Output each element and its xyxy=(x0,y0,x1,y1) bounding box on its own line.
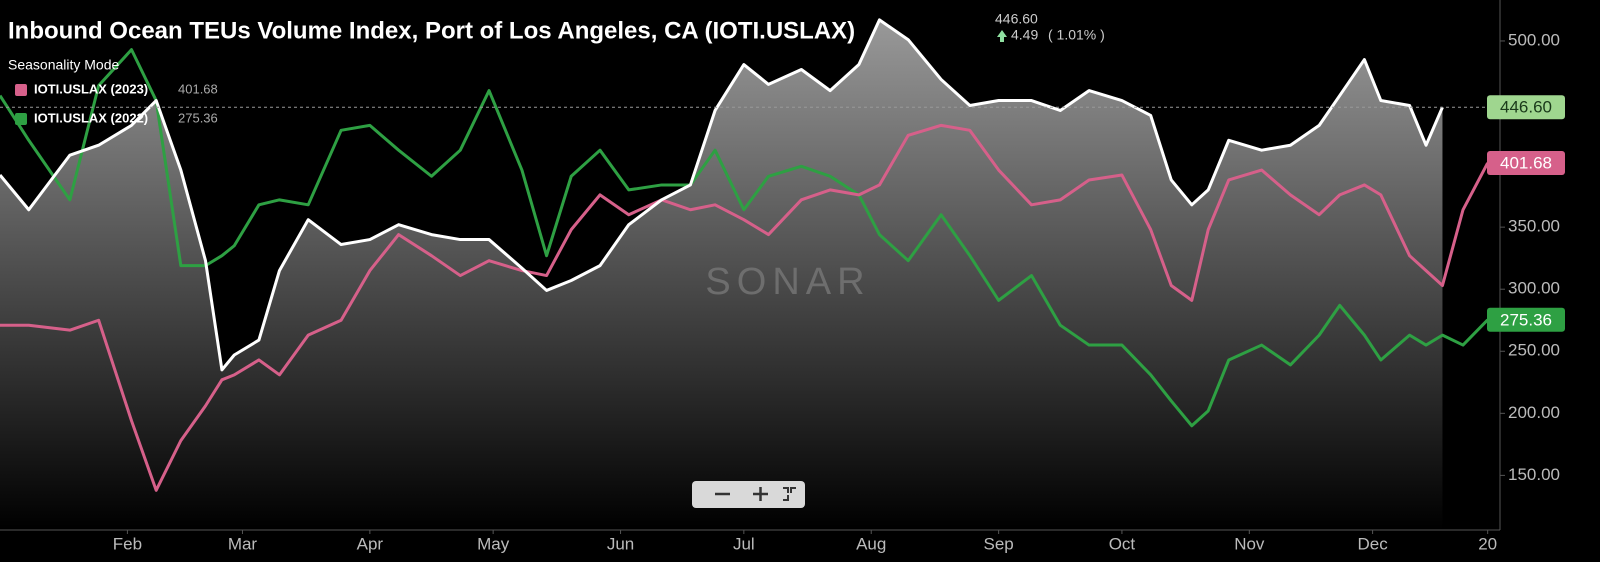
value-badge xyxy=(1487,95,1565,120)
x-tick-label: Jul xyxy=(733,534,755,553)
x-tick-label: Apr xyxy=(357,534,384,553)
y-tick-label: 150.00 xyxy=(1508,465,1560,484)
last-value: 446.60 xyxy=(995,11,1038,27)
plot-area xyxy=(0,18,1490,530)
y-tick-label: 250.00 xyxy=(1508,341,1560,360)
x-tick-label: Sep xyxy=(984,534,1014,553)
x-tick-label: Aug xyxy=(856,534,886,553)
x-tick-label: Nov xyxy=(1234,534,1265,553)
zoom-box xyxy=(692,481,805,508)
value-badge xyxy=(1487,150,1565,175)
x-tick-label: Dec xyxy=(1357,534,1388,553)
legend-swatch xyxy=(15,84,27,96)
legend-swatch xyxy=(15,113,27,125)
series-line xyxy=(0,18,1444,372)
value-badge-label: 275.36 xyxy=(1500,310,1552,329)
x-tick-label: Oct xyxy=(1109,534,1136,553)
subtitle: Seasonality Mode xyxy=(8,57,120,73)
x-tick-label: May xyxy=(477,534,510,553)
y-tick-label: 500.00 xyxy=(1508,30,1560,49)
zoom-controls[interactable] xyxy=(692,481,805,508)
value-badge-label: 446.60 xyxy=(1500,98,1552,117)
area xyxy=(0,19,1443,530)
chart-title: Inbound Ocean TEUs Volume Index, Port of… xyxy=(8,17,855,44)
y-tick-label: 300.00 xyxy=(1508,279,1560,298)
series-line xyxy=(0,48,1489,428)
series-line xyxy=(0,123,1489,492)
up-arrow xyxy=(997,30,1007,42)
watermark: SONAR xyxy=(705,261,870,303)
value-badge xyxy=(1487,307,1565,332)
legend-label: IOTI.USLAX (2023) xyxy=(34,81,148,96)
y-tick-label: 200.00 xyxy=(1508,403,1560,422)
y-tick-label: 350.00 xyxy=(1508,217,1560,236)
value-badge-label: 401.68 xyxy=(1500,153,1552,172)
x-tick-label: Feb xyxy=(113,534,142,553)
legend-label: IOTI.USLAX (2022) xyxy=(34,110,148,125)
legend-value: 401.68 xyxy=(178,81,218,96)
fullscreen[interactable] xyxy=(783,487,796,501)
change: 4.49 xyxy=(1011,27,1038,43)
x-tick-label: Mar xyxy=(228,534,258,553)
change-pct: ( 1.01% ) xyxy=(1048,27,1105,43)
x-tick-label: Jun xyxy=(607,534,634,553)
legend-value: 275.36 xyxy=(178,110,218,125)
x-tick-label: 20 xyxy=(1478,534,1497,553)
